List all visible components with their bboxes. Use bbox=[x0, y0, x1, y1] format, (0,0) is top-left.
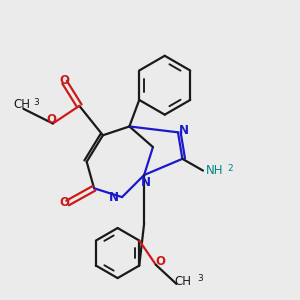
Text: O: O bbox=[60, 196, 70, 209]
Text: N: N bbox=[179, 124, 189, 137]
Text: O: O bbox=[60, 74, 70, 87]
Text: CH: CH bbox=[14, 98, 30, 111]
Text: N: N bbox=[141, 176, 151, 189]
Text: NH: NH bbox=[206, 164, 224, 177]
Text: 2: 2 bbox=[227, 164, 233, 173]
Text: 3: 3 bbox=[198, 274, 203, 283]
Text: O: O bbox=[155, 255, 165, 268]
Text: 3: 3 bbox=[33, 98, 39, 107]
Text: O: O bbox=[46, 112, 56, 126]
Text: CH: CH bbox=[175, 274, 191, 287]
Text: N: N bbox=[109, 190, 119, 204]
